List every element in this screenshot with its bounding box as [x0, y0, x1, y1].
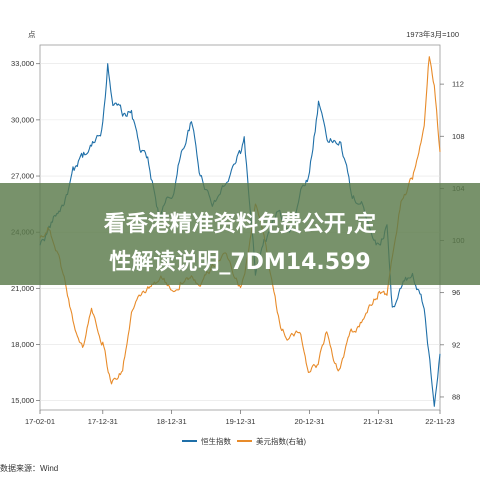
y-right-tick-label: 88: [452, 392, 460, 401]
source-note: 数据来源：Wind: [0, 463, 58, 473]
legend-label-usd: 美元指数(右轴): [256, 436, 306, 446]
y-right-tick-label: 96: [452, 288, 460, 297]
overlay-banner: [0, 183, 480, 285]
y-left-tick-label: 27,000: [11, 172, 34, 181]
y-right-tick-label: 112: [452, 80, 464, 89]
y-left-tick-label: 15,000: [11, 396, 34, 405]
x-tick-label: 21-12-31: [363, 417, 393, 426]
x-tick-label: 19-12-31: [225, 417, 255, 426]
x-tick-label: 17-12-31: [88, 417, 118, 426]
overlay-headline-line2: 性解读说明_7DM14.599: [109, 249, 370, 275]
x-tick-label: 18-12-31: [157, 417, 187, 426]
y-left-tick-label: 30,000: [11, 115, 34, 124]
y-left-tick-label: 18,000: [11, 340, 34, 349]
x-tick-label: 17-02-01: [25, 417, 55, 426]
right-axis-unit: 1973年3月=100: [406, 29, 459, 39]
legend-label-hsi: 恒生指数: [201, 436, 231, 446]
x-tick-label: 20-12-31: [294, 417, 324, 426]
y-right-tick-label: 92: [452, 340, 460, 349]
overlay-headline-line1: 看香港精准资料免费公开,定: [104, 211, 376, 237]
y-left-tick-label: 21,000: [11, 284, 34, 293]
x-tick-label: 22-11-23: [425, 417, 454, 426]
left-axis-unit: 点: [28, 30, 36, 39]
series-line-usd: [39, 56, 441, 385]
y-left-tick-label: 33,000: [11, 59, 34, 68]
legend: 恒生指数 美元指数(右轴): [182, 436, 306, 446]
y-right-tick-label: 108: [452, 132, 465, 141]
